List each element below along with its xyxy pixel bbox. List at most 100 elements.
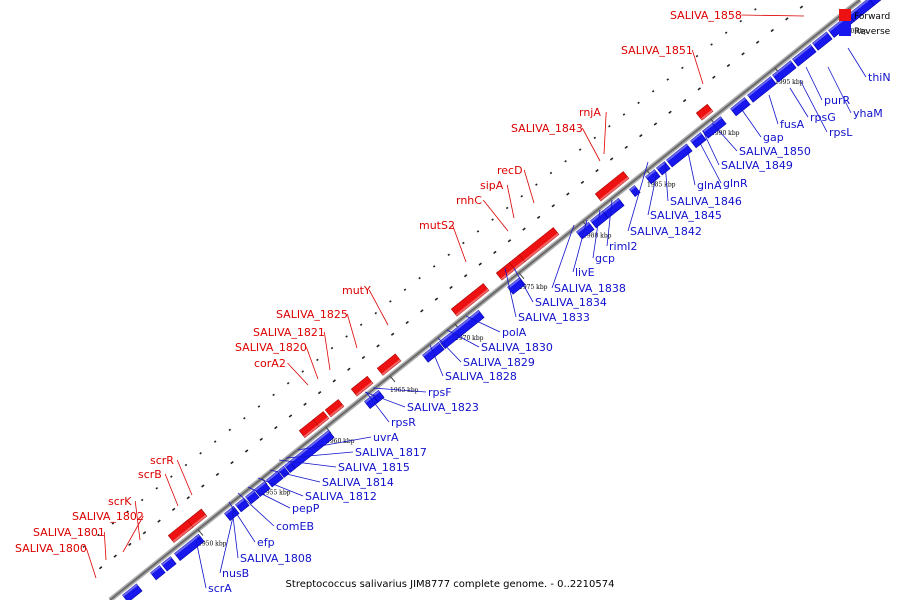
minor-tick (564, 160, 567, 163)
label-leader-glnr (699, 142, 722, 184)
reverse-gene-block (730, 97, 751, 117)
gene-label-saliva-1801: SALIVA_1801 (33, 526, 105, 539)
minor-tick (463, 274, 468, 278)
minor-tick (622, 113, 626, 116)
gene-block-highlight (772, 60, 792, 77)
minor-tick (128, 542, 132, 547)
reverse-gene-block (772, 60, 797, 83)
reverse-gene-block (245, 489, 260, 505)
minor-tick (288, 414, 293, 418)
minor-tick (478, 262, 482, 266)
gene-label-saliva-1808: SALIVA_1808 (240, 552, 312, 565)
gene-block-highlight (172, 525, 193, 543)
minor-tick (755, 40, 760, 44)
gene-label-saliva-1858: SALIVA_1858 (670, 9, 742, 22)
gene-label-cora2: corA2 (254, 357, 286, 370)
label-leader-saliva-1812 (257, 477, 304, 497)
gene-block-highlight (848, 0, 870, 16)
legend-reverse-swatch (839, 24, 851, 36)
gene-label-saliva-1820: SALIVA_1820 (235, 341, 307, 354)
minor-tick (347, 367, 351, 371)
minor-tick (549, 171, 553, 175)
gene-block-highlight (316, 416, 329, 428)
label-leader-comeb (237, 492, 275, 527)
minor-tick (97, 533, 100, 537)
gene-label-saliva-1800: SALIVA_1800 (15, 542, 87, 555)
gene-block-highlight (254, 481, 266, 492)
gene-label-recd: recD (497, 164, 523, 177)
label-leader-saliva-1802 (122, 515, 144, 553)
reverse-gene-block (161, 556, 177, 572)
gene-label-saliva-1829: SALIVA_1829 (463, 356, 535, 369)
minor-tick (432, 265, 436, 268)
label-leader-rnja (603, 111, 607, 155)
genome-backbone (108, 0, 862, 600)
scale-tick-label: 2000 kbp (839, 28, 868, 35)
gene-labels: SALIVA_1858 SALIVA_1851 rnjA SALIVA_1843rec… (15, 9, 891, 595)
minor-tick (228, 428, 232, 432)
minor-tick (155, 487, 159, 490)
minor-tick (681, 66, 684, 70)
label-leader-saliva-1851 (691, 49, 704, 85)
reverse-gene-block (702, 116, 727, 139)
gene-block-highlight (266, 471, 279, 482)
minor-tick (171, 507, 176, 512)
gene-block-highlight (522, 232, 559, 263)
gene-block-highlight (507, 277, 521, 289)
gene-label-saliva-1830: SALIVA_1830 (481, 341, 553, 354)
gene-block-highlight (355, 381, 373, 397)
gene-block-highlight (730, 97, 746, 111)
gene-block-highlight (174, 535, 198, 556)
gene-label-saliva-1846: SALIVA_1846 (670, 195, 742, 208)
minor-tick (403, 288, 407, 291)
minor-tick (491, 218, 494, 221)
scale-tick-label: 1950 kbp (198, 541, 227, 548)
gene-label-glnr: glnR (723, 177, 748, 190)
label-leader-sipa (506, 184, 515, 219)
gene-label-saliva-1823: SALIVA_1823 (407, 401, 479, 414)
gene-label-saliva-1838: SALIVA_1838 (554, 282, 626, 295)
minor-tick (593, 136, 597, 140)
forward-gene-block (167, 519, 194, 543)
minor-tick (682, 98, 687, 103)
scale-tick-label: 1970 kbp (455, 335, 484, 342)
scale-tick (197, 529, 204, 536)
minor-tick (522, 227, 526, 231)
gene-label-glna: glnA (697, 179, 722, 192)
gene-block-highlight (439, 310, 480, 344)
minor-tick (215, 472, 220, 476)
gene-block-highlight (364, 395, 374, 404)
label-leader-thin (847, 47, 867, 78)
gene-label-thin: thiN (868, 71, 891, 84)
minor-tick (695, 54, 699, 58)
minor-tick (170, 475, 173, 478)
reverse-gene-block (590, 210, 609, 229)
minor-tick (697, 87, 701, 91)
minor-tick (244, 449, 249, 453)
minor-tick (609, 157, 614, 161)
label-leader-saliva-1850 (711, 122, 738, 152)
minor-tick (754, 8, 757, 11)
label-leader-saliva-1815 (278, 459, 337, 468)
scale-tick (518, 272, 525, 280)
minor-tick (213, 440, 217, 443)
gene-block-highlight (576, 222, 590, 234)
scale-tick-label: 1955 kbp (262, 489, 291, 496)
minor-tick (359, 323, 363, 327)
gene-block-highlight (161, 556, 172, 566)
minor-tick (230, 461, 234, 465)
minor-tick (770, 28, 774, 33)
label-leader-saliva-1838 (551, 224, 575, 289)
gene-label-scrb: scrB (138, 468, 162, 481)
minor-tick (418, 276, 421, 280)
label-leader-muty (368, 289, 389, 326)
minor-tick (712, 75, 716, 79)
gene-label-saliva-1812: SALIVA_1812 (305, 490, 377, 503)
label-leader-yham (827, 66, 852, 114)
minor-tick (566, 192, 570, 196)
minor-tick (505, 206, 509, 210)
minor-tick (507, 239, 512, 243)
minor-tick (303, 402, 307, 406)
minor-tick (317, 390, 322, 395)
